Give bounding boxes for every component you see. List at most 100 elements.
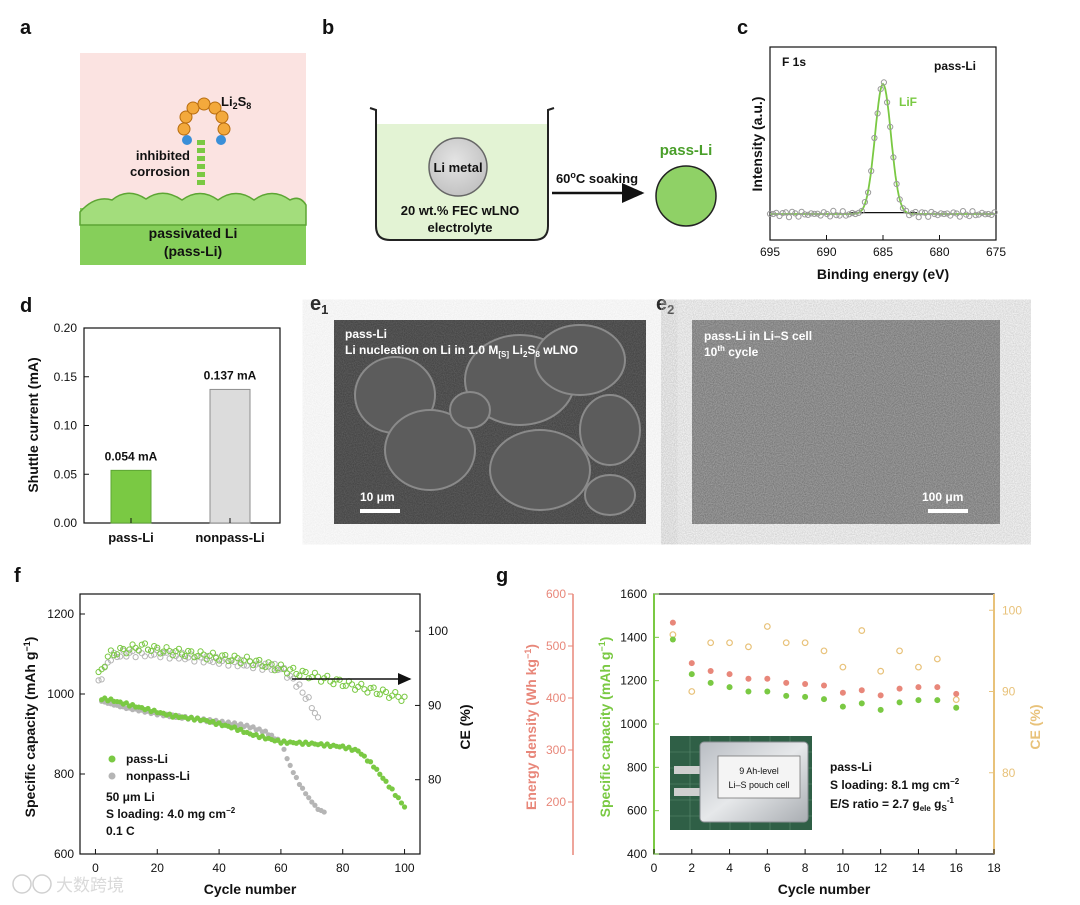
pouch-capacity-point xyxy=(802,693,809,700)
ce-point-pass xyxy=(290,664,297,671)
xps-point xyxy=(925,213,932,220)
pouch-capacity-point xyxy=(745,688,752,695)
cycling-y2-tick-label: 80 xyxy=(428,773,442,787)
ce-point-nonpass xyxy=(147,652,155,659)
pouch-x-tick-label: 10 xyxy=(836,861,850,875)
legend-marker-nonpass-li xyxy=(108,772,116,780)
xps-point xyxy=(871,134,878,142)
ce-point-pass xyxy=(141,640,149,647)
ce-point-pass xyxy=(382,688,390,696)
beaker-outline xyxy=(369,107,555,241)
pouch-energy-point xyxy=(839,689,846,696)
xps-point xyxy=(884,99,891,106)
xps-point xyxy=(972,212,979,219)
legend-marker-pass-li xyxy=(108,755,116,763)
capacity-point-pass xyxy=(383,778,389,784)
ce-point-nonpass xyxy=(302,695,309,702)
xps-point xyxy=(817,212,824,219)
ce-point-pass xyxy=(299,667,306,674)
cycling-x-tick-label: 60 xyxy=(274,861,288,875)
bar-pass-Li xyxy=(110,469,152,524)
ce-point-pass xyxy=(169,652,176,659)
panel-label-c: c xyxy=(737,17,748,39)
ce-point-pass xyxy=(144,646,152,653)
xps-point xyxy=(950,209,957,216)
ce-point-pass xyxy=(120,645,127,653)
capacity-point-pass xyxy=(389,786,395,792)
ce-point-pass xyxy=(117,644,124,652)
cycling-y-tick-label: 1200 xyxy=(47,607,74,621)
ce-point-nonpass xyxy=(123,653,130,660)
passivation-layer xyxy=(79,192,307,226)
pouch-note-3: E/S ratio = 2.7 gele gS-1 xyxy=(830,796,955,813)
xps-point xyxy=(959,208,967,215)
ce-point-pass xyxy=(129,641,136,648)
ce-point-nonpass xyxy=(157,654,164,661)
ce-point-pass xyxy=(265,659,272,666)
xps-point xyxy=(808,210,815,217)
ce-point-pass xyxy=(361,686,368,693)
ce-point-pass xyxy=(246,658,254,665)
pouch-x-tick-label: 16 xyxy=(950,861,964,875)
ce-point-pass xyxy=(311,669,319,676)
sem1-caption-2: Li nucleation on Li in 1.0 M[S] Li2S8 wL… xyxy=(345,343,578,359)
ce-point-nonpass xyxy=(225,662,232,669)
xps-point xyxy=(839,208,846,215)
ce-point-pass xyxy=(107,647,115,654)
pouch-energy-point xyxy=(915,684,922,691)
ce-point-pass xyxy=(101,663,108,670)
sem1-caption-1: pass-Li xyxy=(345,327,387,341)
cycling-left-y-label: Specific capacity (mAh g−1) xyxy=(22,637,38,818)
cycling-note-3: 0.1 C xyxy=(106,824,135,838)
capacity-y-tick-label: 1200 xyxy=(620,674,647,688)
ce-point-pass xyxy=(181,653,189,660)
ce-point-pass xyxy=(268,661,275,668)
ce-point-pass xyxy=(240,657,247,664)
ce-point-pass xyxy=(225,657,232,665)
pouch-ce-point xyxy=(820,647,828,655)
pouch-ce-point xyxy=(726,639,733,647)
capacity-y-tick-label: 400 xyxy=(627,847,647,861)
ce-point-pass xyxy=(163,644,170,651)
ce-point-nonpass xyxy=(283,674,291,681)
capacity-point-pass xyxy=(395,795,401,801)
ce-point-pass xyxy=(370,684,377,691)
pouch-x-tick-label: 8 xyxy=(802,861,809,875)
ce-point-pass xyxy=(110,652,118,659)
xps-point xyxy=(934,212,941,219)
sem1-scale-bar xyxy=(360,509,400,513)
ce-point-nonpass xyxy=(234,663,241,670)
pouch-energy-point xyxy=(726,671,733,678)
xps-point xyxy=(963,211,970,218)
pouch-ce-point xyxy=(801,639,809,647)
ce-point-pass xyxy=(364,689,371,696)
bar-value-label: 0.054 mA xyxy=(105,449,158,463)
electrolyte-label-2: electrolyte xyxy=(427,220,492,235)
energy-y-tick-label: 200 xyxy=(546,795,566,809)
pouch-note-2: S loading: 8.1 mg cm−2 xyxy=(830,777,960,792)
xps-point xyxy=(991,209,998,216)
xps-point xyxy=(842,212,850,219)
pouch-x-tick-label: 2 xyxy=(688,861,695,875)
xps-title: F 1s xyxy=(782,55,806,69)
pouch-ticks: 0 2 4 6 8 10 12 14 16 18 400 600 800 1000 1200 1400 1600… xyxy=(546,587,1022,875)
pouch-x-tick-label: 18 xyxy=(987,861,1001,875)
ce-point-pass xyxy=(243,653,251,660)
pass-li-disc xyxy=(655,165,717,227)
ce-point-pass xyxy=(135,647,142,654)
pouch-energy-point xyxy=(669,619,676,626)
ce-point-pass xyxy=(126,646,133,653)
ce-point-nonpass xyxy=(209,659,217,666)
polysulfide-molecule-icon xyxy=(177,97,231,145)
capacity-point-nonpass xyxy=(321,809,327,815)
ce-point-nonpass xyxy=(185,654,192,661)
xps-point xyxy=(912,208,919,216)
xps-point xyxy=(789,208,796,215)
xps-point xyxy=(861,199,869,206)
bar-plot-area: 0.054 mA 0.137 mA xyxy=(105,368,257,524)
ce-point-pass xyxy=(249,662,257,669)
xps-point xyxy=(937,210,945,217)
capacity-point-nonpass xyxy=(290,769,296,776)
xps-point xyxy=(978,209,986,216)
